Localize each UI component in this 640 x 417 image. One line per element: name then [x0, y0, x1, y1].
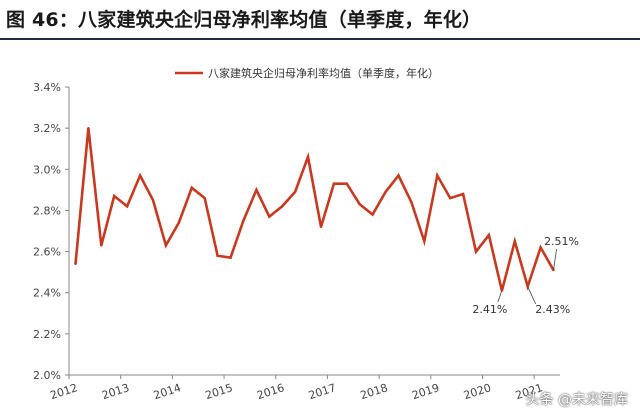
data-point	[448, 196, 452, 200]
data-point	[513, 240, 516, 243]
data-point	[319, 225, 323, 229]
data-point	[268, 215, 271, 218]
figure-title: 图 46：八家建筑央企归母净利率均值（单季度，年化）	[6, 9, 482, 31]
data-point	[255, 188, 258, 192]
y-tick-label: 2.2%	[33, 328, 61, 341]
data-point	[216, 254, 219, 257]
data-point	[293, 190, 297, 194]
legend-label: 八家建筑央企归母净利率均值（单季度，年化）	[208, 66, 439, 80]
data-point	[539, 246, 542, 249]
y-tick-label: 3.4%	[33, 81, 61, 94]
data-point	[384, 190, 387, 194]
data-point	[190, 186, 193, 189]
annotation-label: 2.51%	[544, 235, 579, 248]
x-tick-label: 2020	[462, 381, 493, 402]
y-tick-label: 2.8%	[33, 204, 61, 217]
plot-area	[74, 126, 555, 292]
data-point	[436, 174, 439, 177]
data-point	[177, 221, 181, 224]
x-tick-label: 2012	[49, 381, 80, 402]
title-divider	[0, 38, 640, 40]
data-point	[423, 240, 426, 243]
data-point	[203, 196, 206, 200]
data-point	[332, 182, 336, 185]
data-point	[358, 203, 361, 206]
data-point	[113, 194, 116, 198]
x-tick-label: 2016	[255, 381, 286, 402]
annotation-leader	[527, 286, 537, 305]
data-point	[100, 244, 103, 247]
data-point	[280, 205, 284, 208]
data-point	[461, 192, 465, 196]
y-tick-label: 2.4%	[33, 287, 61, 300]
y-tick-label: 3.2%	[33, 122, 61, 135]
data-point	[242, 219, 245, 222]
data-point	[164, 244, 168, 247]
data-point	[74, 262, 77, 266]
data-point	[371, 213, 374, 216]
data-point	[487, 233, 491, 237]
y-tick-label: 2.6%	[33, 246, 61, 259]
y-tick-label: 3.0%	[33, 163, 61, 176]
x-tick-label: 2014	[152, 381, 183, 402]
x-tick-label: 2015	[204, 381, 235, 402]
annotation-leader	[497, 290, 503, 303]
annotations: 2.41% 2.43% 2.51%	[472, 235, 579, 316]
annotation-leader	[553, 248, 557, 271]
data-point	[397, 174, 400, 177]
data-point	[87, 126, 90, 130]
y-axis: 2.0% 2.2% 2.4% 2.6% 2.8% 3.0% 3.2% 3.4%	[33, 81, 70, 382]
x-tick-label: 2013	[100, 381, 131, 402]
data-point	[410, 201, 413, 204]
x-tick-label: 2017	[307, 381, 338, 402]
data-point	[306, 155, 310, 159]
data-point	[345, 182, 349, 185]
x-tick-label: 2018	[359, 381, 390, 402]
data-point	[151, 198, 155, 202]
watermark: 头条 @未来智库	[525, 392, 628, 408]
data-point	[138, 174, 142, 177]
x-axis: 2012 2013 2014 2015 2016 2017 2018 2019 2020 2021	[49, 374, 560, 402]
data-point	[125, 205, 129, 208]
data-point	[229, 256, 232, 259]
y-tick-label: 2.0%	[33, 369, 61, 382]
x-tick-label: 2019	[410, 381, 441, 402]
series-line	[74, 127, 555, 292]
chart-legend: 八家建筑央企归母净利率均值（单季度，年化）	[175, 66, 439, 80]
data-point	[474, 250, 478, 253]
line-chart: 八家建筑央企归母净利率均值（单季度，年化） 2.0%2.2%2.4%2.6%2.…	[33, 66, 579, 402]
annotation-label: 2.43%	[535, 303, 570, 316]
annotation-label: 2.41%	[472, 303, 507, 316]
